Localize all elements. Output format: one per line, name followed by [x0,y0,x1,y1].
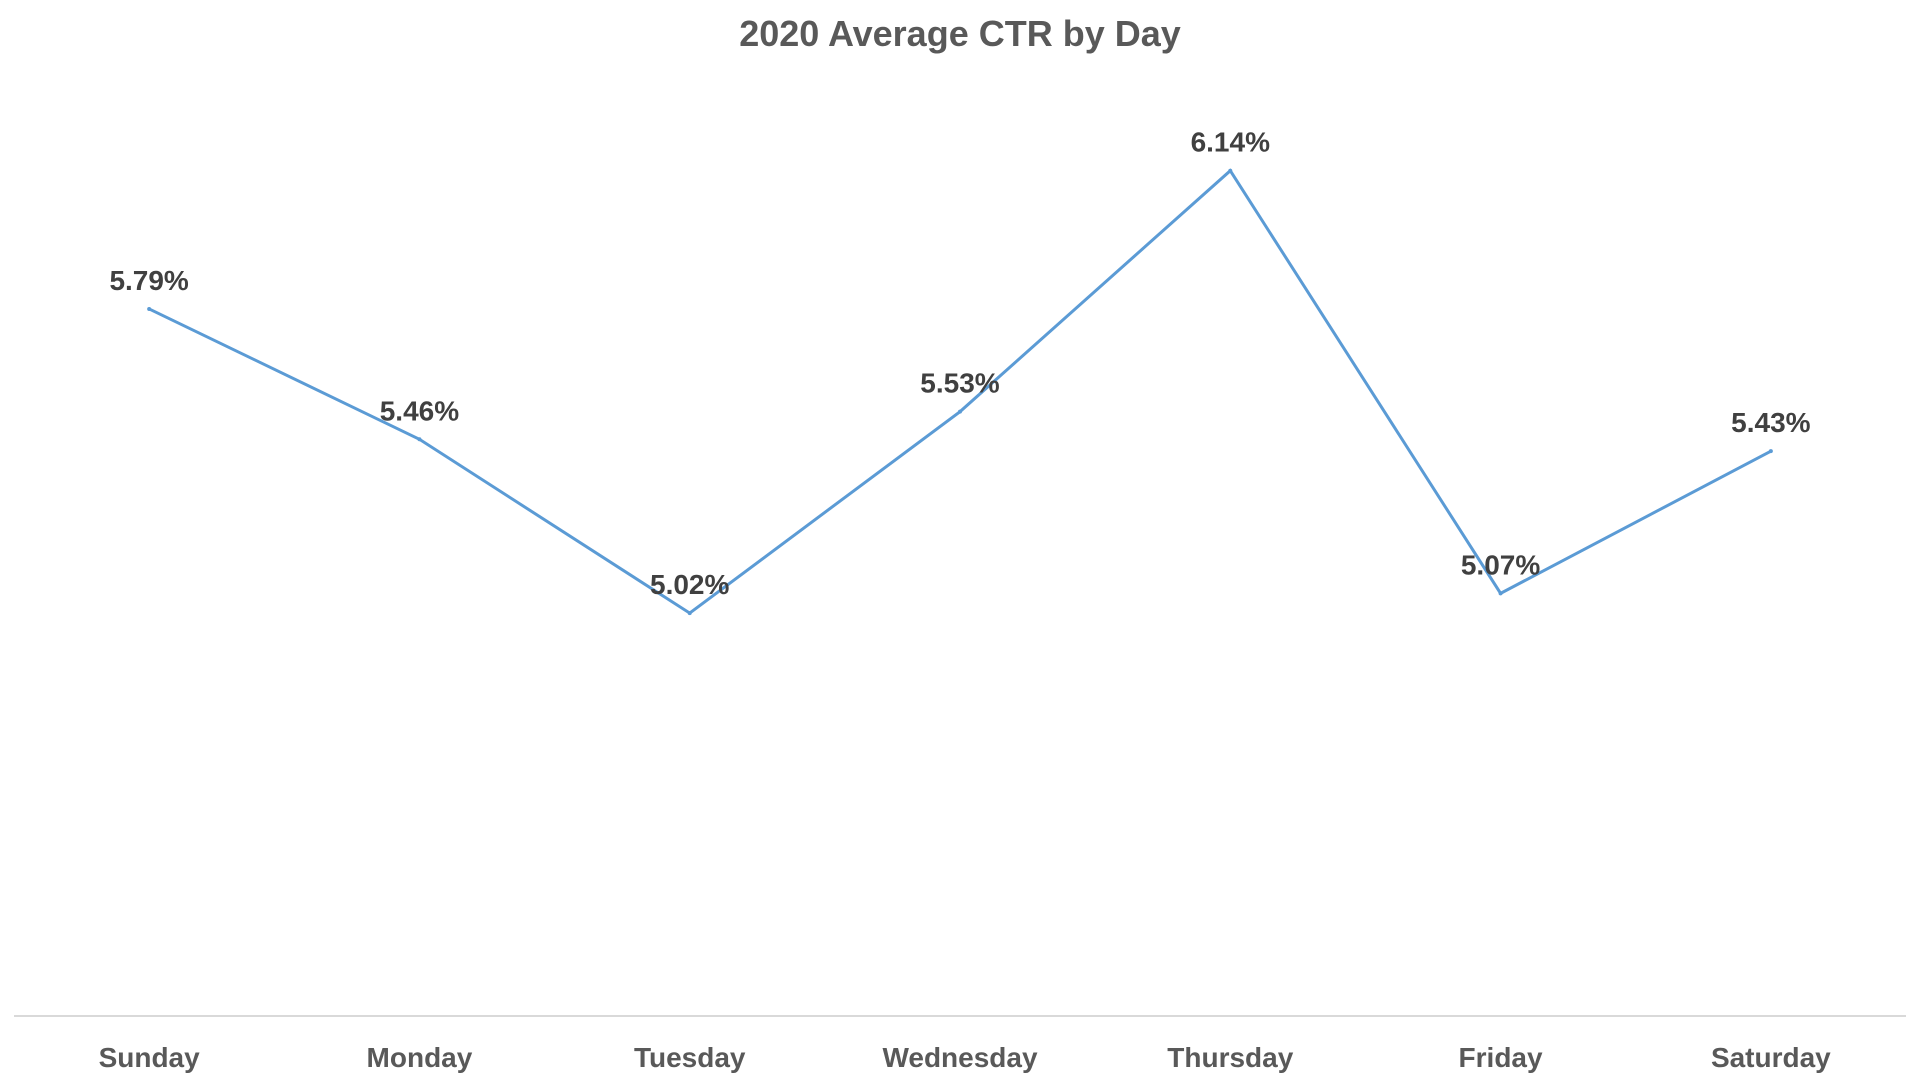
data-point [1498,591,1503,596]
plot-area: Sunday Monday Tuesday Wednesday Thursday Frid… [99,127,1832,1073]
x-tick-label: Tuesday [634,1042,746,1073]
data-point [687,611,692,616]
data-point [1768,449,1773,454]
x-tick-label: Thursday [1167,1042,1293,1073]
x-tick-label: Wednesday [882,1042,1038,1073]
x-tick-label: Friday [1459,1042,1543,1073]
data-label: 5.46% [380,395,459,426]
x-tick-label: Sunday [99,1042,201,1073]
data-label: 6.14% [1191,127,1270,158]
data-label: 5.02% [650,569,729,600]
x-tick-label: Monday [367,1042,473,1073]
data-point [417,437,422,442]
data-label: 5.53% [920,368,999,399]
data-point [147,306,152,311]
chart-title: 2020 Average CTR by Day [739,13,1181,54]
data-label: 5.79% [109,265,188,296]
data-point [958,409,962,414]
data-point [1228,168,1233,173]
data-label: 5.07% [1461,549,1540,580]
data-label: 5.43% [1731,407,1810,438]
x-tick-label: Saturday [1711,1042,1831,1073]
